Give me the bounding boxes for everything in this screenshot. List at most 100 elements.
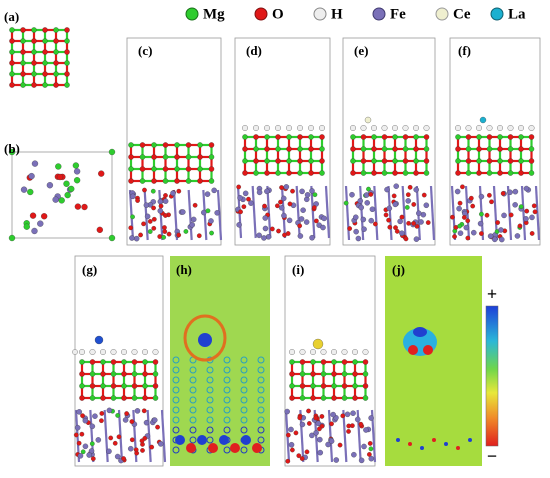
atom <box>392 201 399 208</box>
atom <box>42 60 48 66</box>
atom <box>425 220 431 225</box>
atom <box>387 224 393 230</box>
atom <box>28 172 35 180</box>
atom <box>80 449 86 455</box>
atom <box>350 170 356 176</box>
atom <box>297 415 303 421</box>
atom <box>264 134 270 140</box>
bond <box>520 185 527 241</box>
panel-label: (b) <box>4 141 20 156</box>
atom <box>131 383 138 389</box>
atom <box>110 383 117 389</box>
atom <box>300 207 306 213</box>
atom <box>185 178 192 184</box>
atom <box>362 371 369 377</box>
atom <box>275 134 281 140</box>
atom <box>290 188 295 194</box>
contour <box>241 435 251 445</box>
atom <box>528 134 535 140</box>
contour <box>240 376 248 384</box>
atom <box>508 212 514 218</box>
atom <box>487 233 494 239</box>
atom <box>115 413 121 418</box>
atom <box>289 371 295 377</box>
atom <box>242 158 248 164</box>
atom <box>402 170 409 176</box>
atom <box>237 195 243 201</box>
atom <box>413 236 420 242</box>
atom <box>151 178 157 184</box>
atom <box>371 170 377 176</box>
atom <box>142 187 147 193</box>
atom <box>418 219 424 225</box>
atom <box>122 417 129 423</box>
atom <box>289 383 295 389</box>
atom <box>262 225 269 232</box>
atom <box>185 154 192 160</box>
atom <box>314 218 319 224</box>
atom <box>142 383 148 389</box>
atom <box>139 438 145 444</box>
panel-label: (h) <box>176 262 192 277</box>
atom <box>46 182 54 189</box>
atom <box>139 178 146 184</box>
atom <box>53 71 59 77</box>
bond <box>103 409 109 463</box>
atom <box>73 432 79 438</box>
atom <box>151 166 157 172</box>
contour <box>189 406 197 414</box>
atom <box>455 134 461 140</box>
atom <box>95 437 102 443</box>
contour <box>223 406 231 414</box>
atom <box>319 146 325 152</box>
atom <box>358 457 365 464</box>
atom <box>320 371 327 377</box>
atom <box>477 220 484 227</box>
contour <box>189 366 197 374</box>
atom <box>406 220 411 226</box>
atom <box>299 188 305 195</box>
atom <box>353 214 359 221</box>
contour <box>198 333 212 347</box>
contour <box>223 386 231 394</box>
atom <box>256 189 263 196</box>
atom <box>357 198 363 204</box>
bond <box>324 185 331 239</box>
atom <box>320 383 327 389</box>
atom <box>381 146 388 152</box>
atom <box>275 170 281 176</box>
atom <box>518 158 524 164</box>
atom <box>264 146 270 152</box>
atom <box>201 209 207 216</box>
atom <box>531 203 537 209</box>
atom <box>142 395 148 401</box>
panel-label: (a) <box>4 9 19 24</box>
atom <box>9 60 15 66</box>
atom <box>116 434 122 440</box>
atom <box>312 192 318 198</box>
atom <box>286 158 292 164</box>
contour <box>468 438 472 442</box>
atom <box>150 188 156 194</box>
atom <box>82 417 89 424</box>
atom <box>405 192 411 198</box>
contour <box>172 356 180 364</box>
atom <box>114 453 121 460</box>
atom <box>121 395 127 401</box>
atom <box>278 205 285 211</box>
atom <box>528 158 535 164</box>
atom <box>507 189 513 196</box>
atom <box>131 371 138 377</box>
atom <box>350 423 355 429</box>
atom <box>31 82 37 88</box>
atom <box>298 216 305 222</box>
bond <box>266 185 272 239</box>
atom <box>507 125 514 131</box>
atom <box>369 206 376 212</box>
atom <box>512 188 519 195</box>
atom <box>411 202 417 207</box>
atom <box>121 359 127 365</box>
atom <box>174 178 180 184</box>
atom <box>289 395 295 401</box>
atom <box>455 125 461 131</box>
